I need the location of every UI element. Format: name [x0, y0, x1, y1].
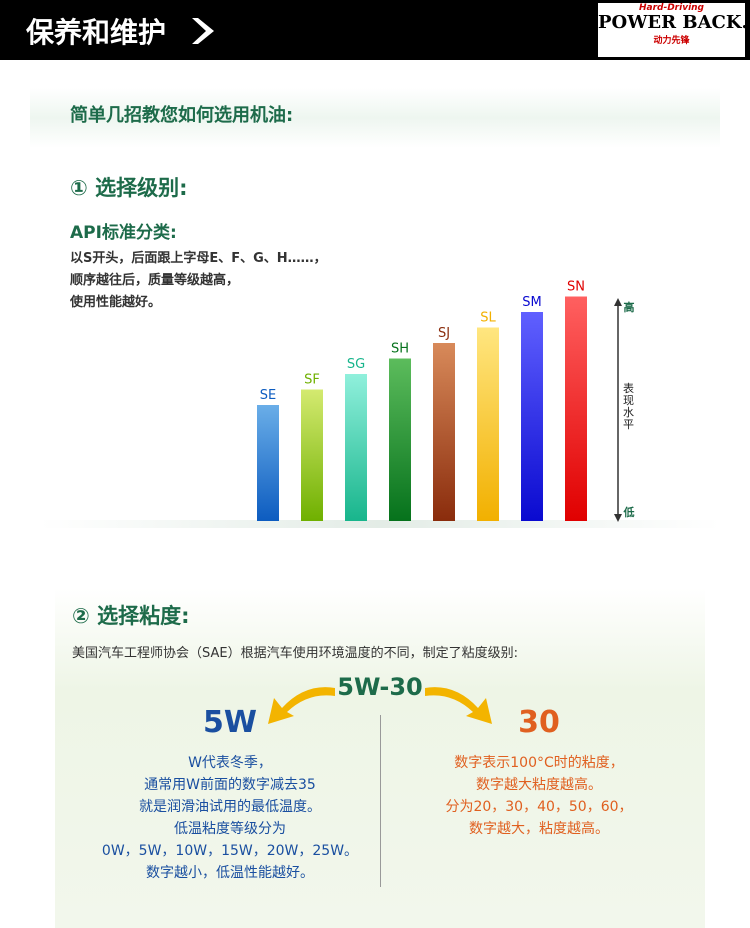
logo-main: POWER BACK.: [598, 12, 748, 33]
axis-label: 表现水平: [623, 382, 634, 431]
grade-label: SE: [260, 388, 276, 403]
logo-sub: 动力先锋: [653, 36, 690, 46]
logo-top: Hard-Driving: [638, 3, 705, 13]
floor: [40, 520, 720, 528]
grade-label: SN: [567, 280, 585, 295]
right-line: 分为20，30，40，50，60，: [445, 799, 633, 815]
right-line: 数字越大，粘度越高。: [469, 821, 609, 837]
section1-heading: ① 选择级别:: [70, 176, 188, 200]
left-line: 低温粘度等级分为: [174, 821, 286, 837]
grade-chart: 高 低 SE SF SG SH SJ SL SM SN: [40, 280, 720, 528]
grade-label: SM: [522, 295, 541, 310]
right-line: 数字表示100°C时的粘度，: [454, 755, 624, 771]
grade-bar: [389, 358, 411, 521]
right-title: 30: [518, 705, 560, 740]
section1-subheading: API标准分类:: [70, 223, 177, 243]
section2-heading: ② 选择粘度:: [72, 604, 190, 628]
grade-label: SF: [304, 373, 320, 388]
intro-line: 使用性能越好。: [70, 295, 162, 310]
left-line: 就是润滑油试用的最低温度。: [139, 799, 321, 815]
intro: 简单几招教您如何选用机油:: [70, 105, 294, 126]
intro-line: 顺序越往后，质量等级越高，: [70, 273, 240, 288]
right-line: 数字越大粘度越高。: [476, 777, 602, 793]
grade-label: SJ: [438, 326, 450, 341]
left-line: 0W，5W，10W，15W，20W，25W。: [101, 843, 359, 859]
grade-bar: [521, 312, 543, 521]
left-line: 数字越小，低温性能越好。: [146, 865, 314, 881]
grade-label: SG: [347, 357, 365, 372]
grade-bar: [565, 296, 587, 521]
divider: [380, 715, 381, 887]
grade-bar: [345, 374, 367, 521]
viscosity-code: 5W-30: [337, 673, 423, 701]
section2-description: 美国汽车工程师协会（SAE）根据汽车使用环境温度的不同，制定了粘度级别:: [72, 646, 518, 661]
left-line: W代表冬季，: [188, 755, 272, 771]
chevron: [192, 18, 214, 44]
grade-bar: [301, 389, 323, 521]
grade-bar: [257, 405, 279, 521]
intro-line: 以S开头，后面跟上字母E、F、G、H……，: [70, 251, 327, 266]
arrows: [268, 687, 492, 724]
grade-label: SL: [480, 311, 496, 326]
grade-bar: [477, 327, 499, 521]
intro-band: [30, 88, 720, 148]
logo: Hard-Driving POWER BACK. 动力先锋: [598, 3, 748, 57]
left-line: 通常用W前面的数字减去35: [144, 777, 316, 793]
left-title: 5W: [203, 705, 257, 740]
grade-bar: [433, 343, 455, 521]
axis-high: 高: [624, 300, 635, 314]
grade-label: SH: [391, 342, 409, 357]
header-title: 保养和维护: [26, 16, 167, 49]
axis-low: 低: [623, 505, 635, 519]
